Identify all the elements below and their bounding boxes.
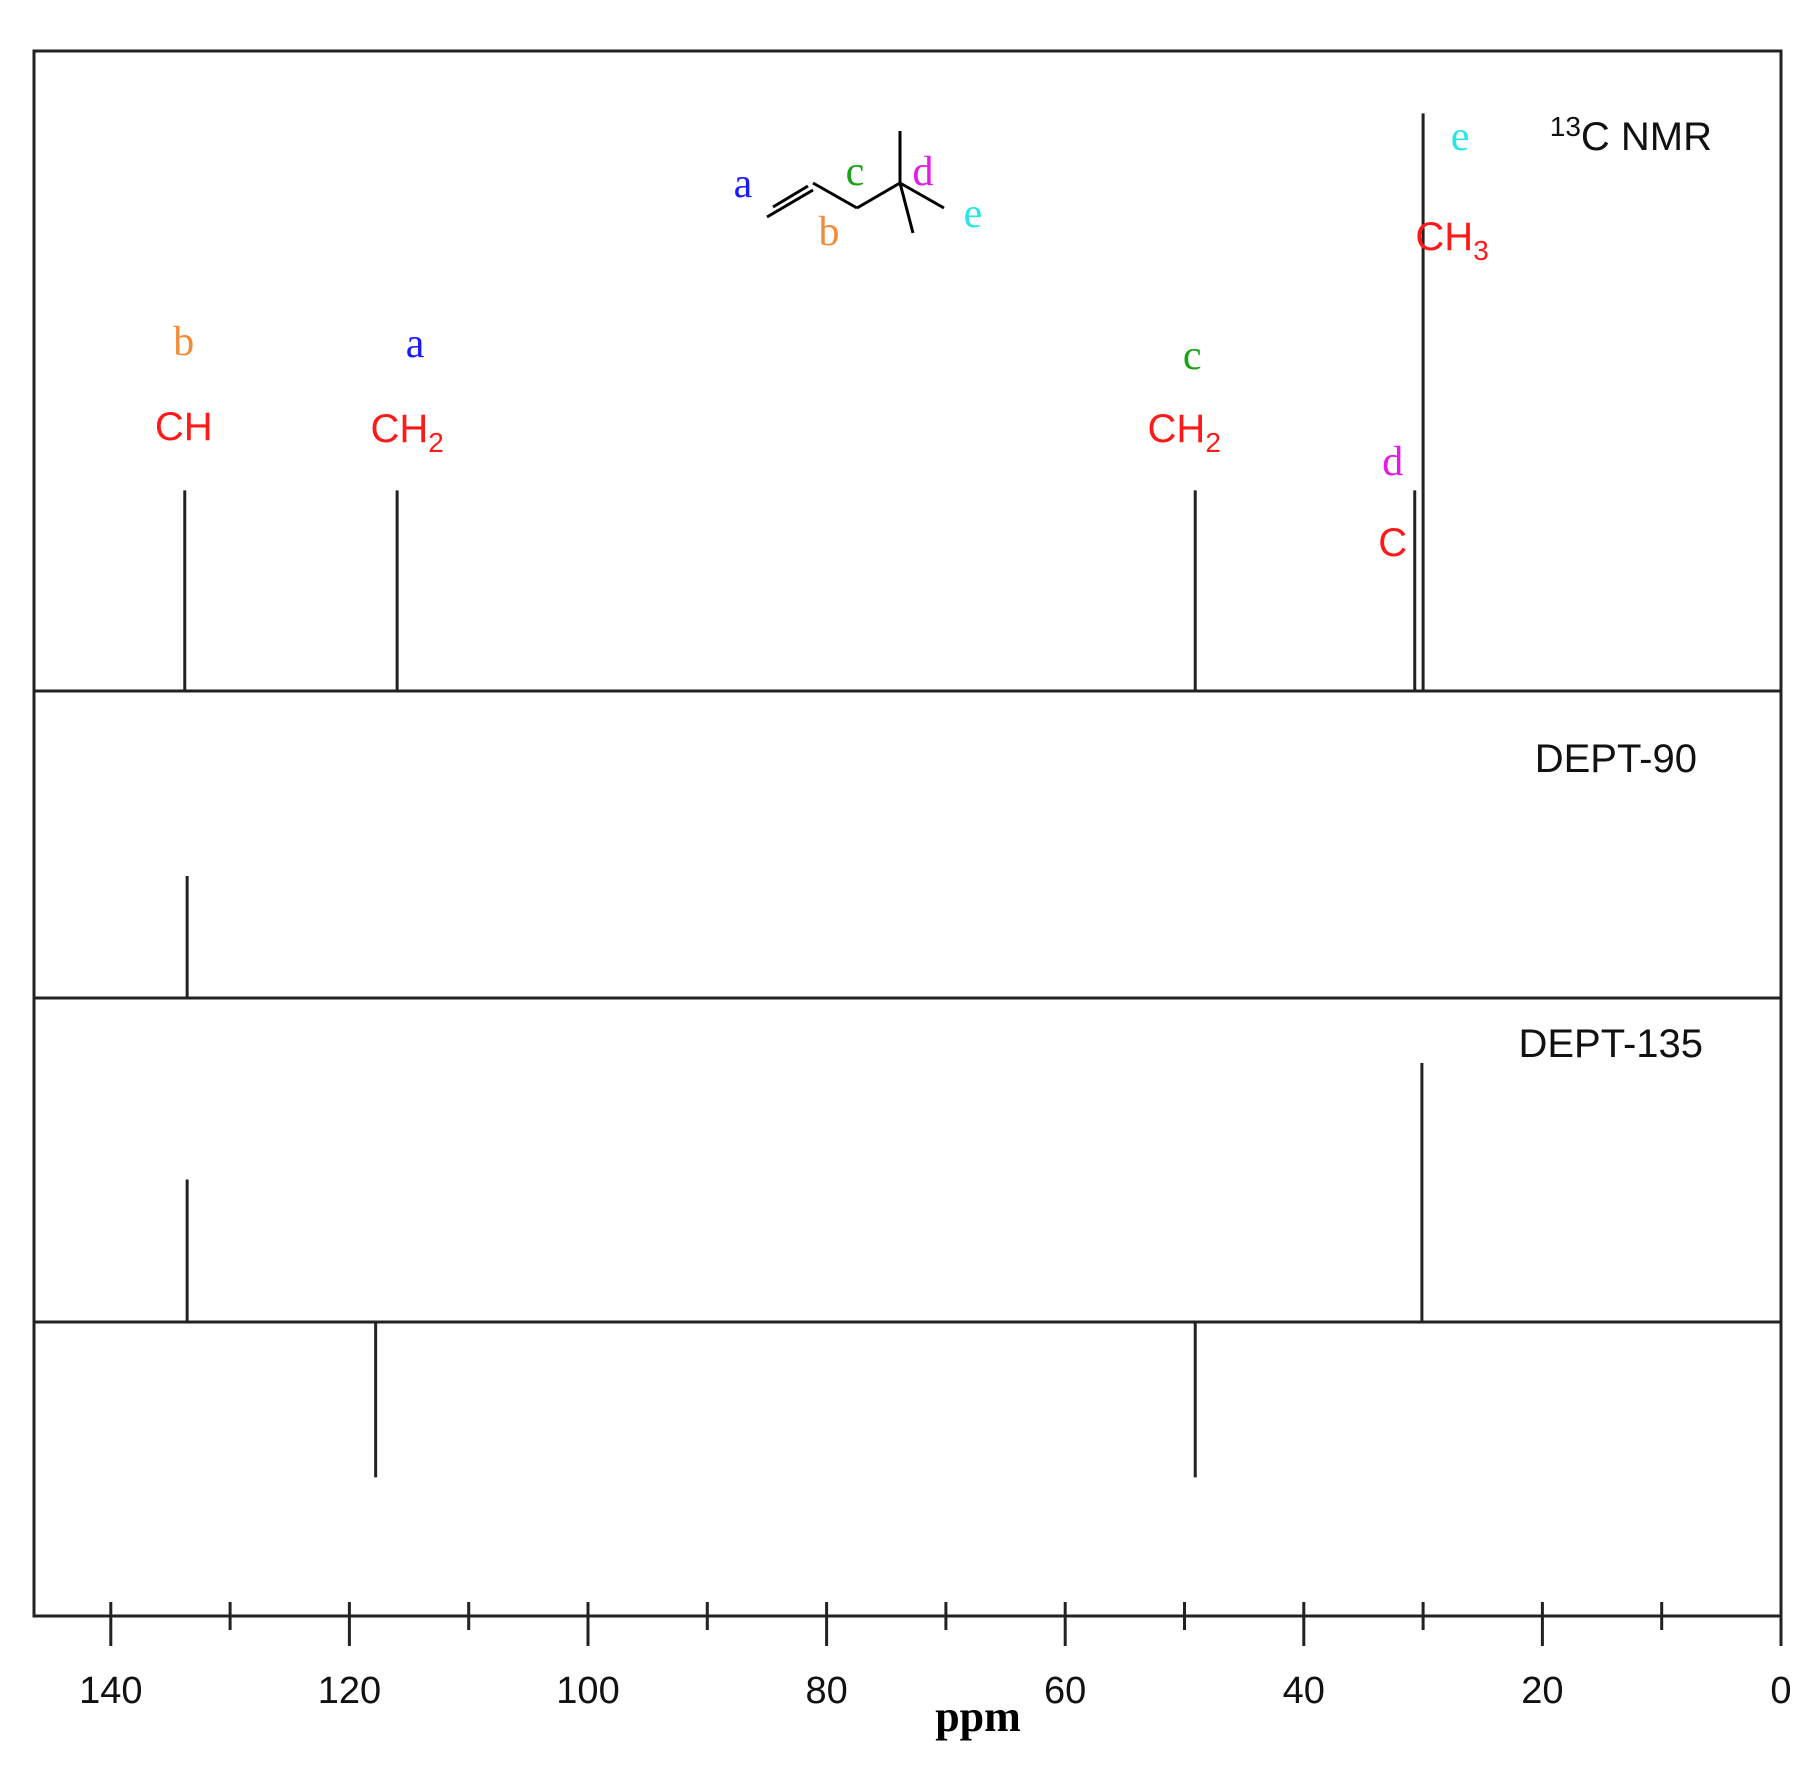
x-tick-label-80: 80 [805, 1670, 847, 1712]
structure-label-d: d [913, 149, 934, 195]
peak-letter-d: d [1382, 439, 1403, 485]
structure-label-a: a [734, 161, 753, 207]
peaks-13c [183, 113, 1425, 691]
peak-mult-d: C [1378, 521, 1407, 565]
molecule-structure: a b c d e [734, 131, 983, 255]
structure-label-e: e [964, 191, 983, 237]
x-tick-label-0: 0 [1770, 1670, 1791, 1712]
peak-letter-e: e [1451, 114, 1470, 160]
x-axis-title: ppm [935, 1692, 1021, 1741]
bond-d-methyl-down [898, 182, 915, 234]
peak-mult-e: CH3 [1415, 215, 1488, 266]
x-axis: 140 120 100 80 60 40 20 0 [79, 1602, 1792, 1712]
peak-mult-b: CH [155, 405, 213, 449]
peak-letter-a: a [406, 321, 425, 367]
structure-label-b: b [819, 209, 840, 255]
x-tick-label-100: 100 [556, 1670, 619, 1712]
peak-mult-a: CH2 [370, 407, 443, 458]
plot-frame [32, 49, 1783, 1618]
x-tick-label-120: 120 [318, 1670, 381, 1712]
peaks-dept135 [185, 1063, 1424, 1478]
structure-label-c: c [846, 149, 865, 195]
bond-double-inner [772, 184, 809, 209]
x-tick-label-20: 20 [1521, 1670, 1563, 1712]
bond-double-outer [766, 188, 814, 219]
peak-mult-c: CH2 [1148, 407, 1221, 458]
x-tick-label-60: 60 [1044, 1670, 1086, 1712]
peak-letter-c: c [1183, 333, 1202, 379]
x-tick-label-40: 40 [1283, 1670, 1325, 1712]
panel-title-dept90: DEPT-90 [1535, 737, 1697, 781]
bond-b-c [812, 181, 858, 210]
peak-letter-b: b [173, 319, 194, 365]
panel-title-13c: 13C NMR [1550, 111, 1712, 159]
panel-title-dept135: DEPT-135 [1518, 1022, 1703, 1066]
bond-c-d [856, 181, 901, 210]
x-tick-label-140: 140 [79, 1670, 142, 1712]
bond-d-methyl-right [899, 181, 945, 210]
